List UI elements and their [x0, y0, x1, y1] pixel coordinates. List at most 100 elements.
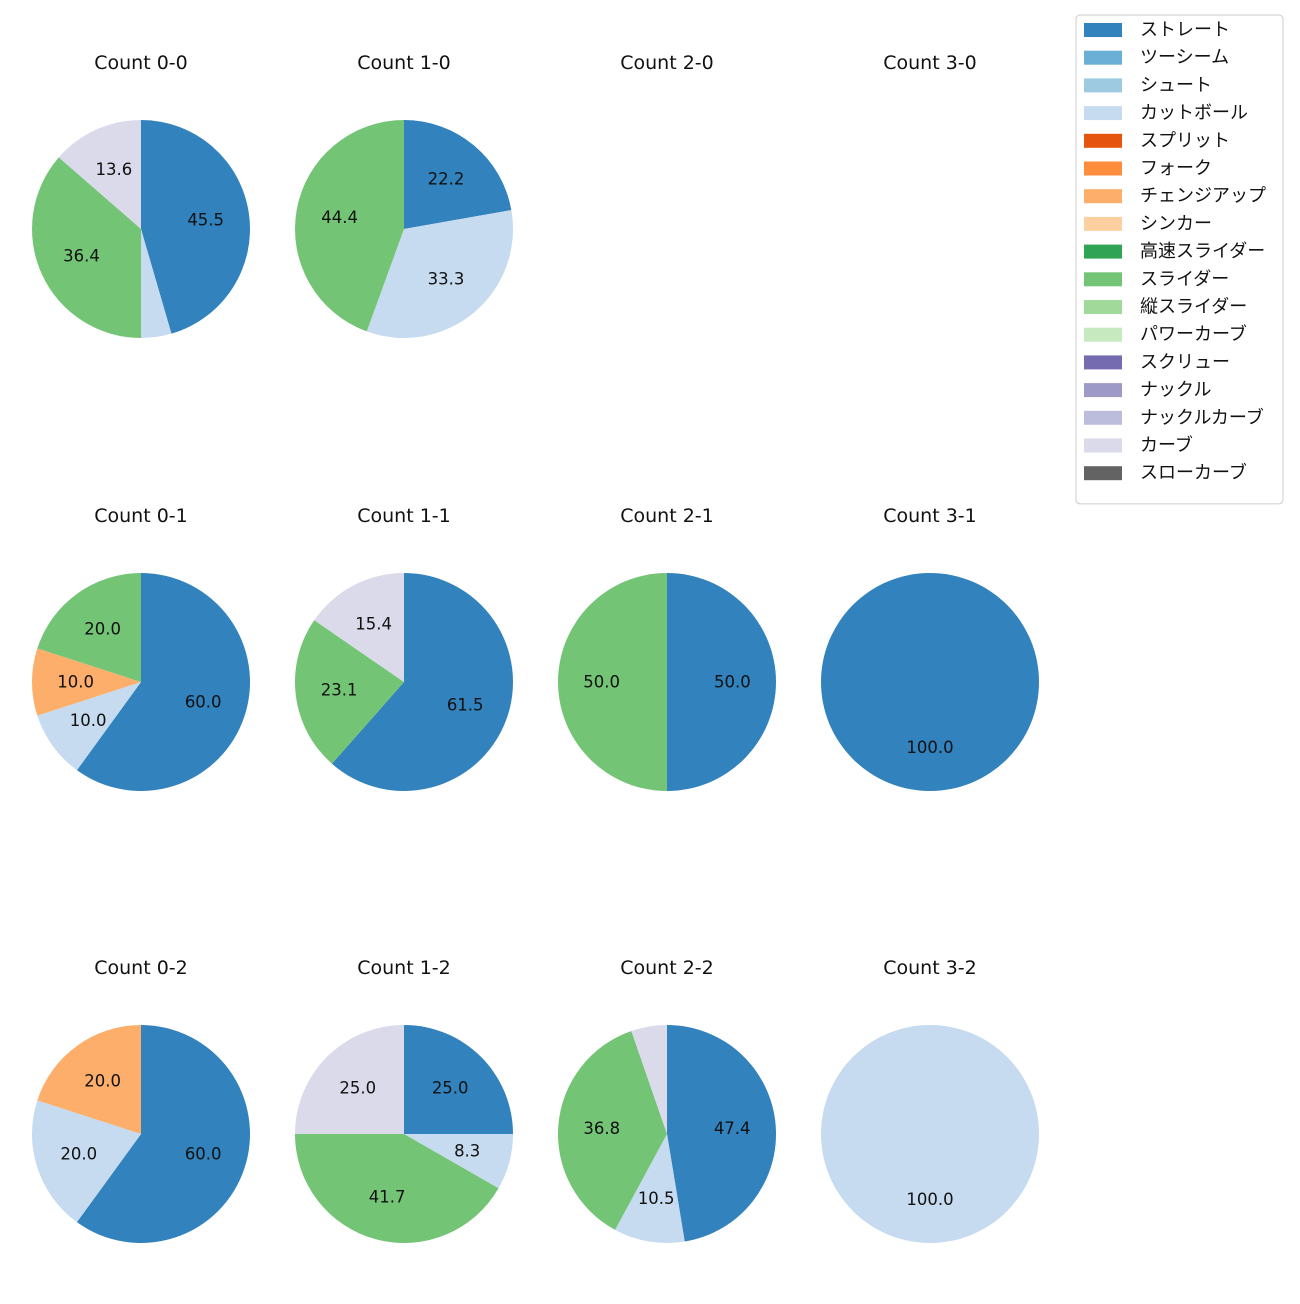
slice-label: 20.0 — [84, 1072, 121, 1091]
slice-label: 60.0 — [185, 693, 222, 712]
legend-item: スプリット — [1084, 130, 1230, 151]
slice-label: 33.3 — [428, 270, 465, 289]
legend-item: ツーシーム — [1084, 47, 1229, 68]
pie-slice — [557, 1030, 667, 1230]
pie-slice — [141, 229, 172, 338]
pie-slice — [37, 1025, 141, 1134]
pie-slice — [294, 120, 404, 332]
pie-title: Count 3-1 — [883, 505, 977, 527]
legend-swatch — [1084, 50, 1122, 65]
pie-slice — [294, 620, 404, 764]
legend-label: スローカーブ — [1140, 462, 1247, 484]
legend-label: シュート — [1140, 75, 1212, 96]
pie-slice — [76, 573, 251, 791]
legend-swatch — [1084, 272, 1122, 287]
pie-count-2-0: Count 2-0 — [620, 52, 714, 74]
slice-label: 23.1 — [321, 681, 358, 700]
pie-count-3-2: Count 3-2 100.0 — [821, 957, 1039, 1243]
legend-label: 縦スライダー — [1140, 297, 1247, 318]
pie-slice — [404, 1025, 513, 1134]
pie-slice — [32, 157, 141, 338]
legend-swatch — [1084, 23, 1122, 37]
pie-slice — [331, 573, 514, 791]
legend-swatch — [1084, 78, 1122, 93]
pie-count-1-1: Count 1-1 61.5 23.1 15.4 — [294, 505, 514, 791]
slice-label: 15.4 — [355, 615, 392, 634]
legend-item: スローカーブ — [1084, 462, 1247, 484]
pie-slice — [295, 1134, 499, 1243]
pie-count-1-2: Count 1-2 25.0 8.3 41.7 25.0 — [295, 957, 513, 1243]
legend-item: シュート — [1084, 75, 1212, 96]
slice-label: 100.0 — [906, 1190, 953, 1209]
slice-label: 47.4 — [714, 1119, 751, 1138]
legend-item: 縦スライダー — [1084, 297, 1247, 318]
legend-label: フォーク — [1140, 158, 1212, 179]
pie-count-3-1: Count 3-1 100.0 — [821, 505, 1039, 791]
legend-item: フォーク — [1084, 158, 1212, 179]
pie-title: Count 0-1 — [94, 505, 188, 527]
pie-title: Count 1-2 — [357, 957, 451, 979]
pie-slice — [141, 120, 250, 334]
pie-slice — [58, 120, 141, 229]
pie-count-1-0: Count 1-0 22.2 33.3 44.4 — [294, 52, 513, 339]
pie-slice — [295, 1025, 404, 1134]
legend-label: カットボール — [1140, 103, 1248, 124]
slice-label: 25.0 — [432, 1078, 469, 1097]
slice-label: 20.0 — [60, 1145, 97, 1164]
legend-item: スクリュー — [1084, 352, 1230, 373]
legend-label: ナックルカーブ — [1140, 406, 1264, 428]
legend-item: シンカー — [1084, 213, 1212, 234]
pie-slice — [821, 573, 1039, 791]
pie-count-3-0: Count 3-0 — [883, 52, 977, 74]
pie-title: Count 3-0 — [883, 52, 977, 74]
pie-slice — [366, 210, 513, 339]
pie-title: Count 2-1 — [620, 505, 714, 527]
legend-label: スクリュー — [1140, 352, 1230, 373]
legend-label: チェンジアップ — [1140, 186, 1266, 207]
legend-item: ナックル — [1084, 380, 1211, 401]
legend-swatch — [1084, 466, 1122, 481]
legend-swatch — [1084, 244, 1122, 259]
slice-label: 45.5 — [187, 210, 224, 229]
legend-swatch — [1084, 106, 1122, 121]
legend-swatch — [1084, 189, 1122, 204]
legend-item: ナックルカーブ — [1084, 406, 1264, 428]
slice-label: 25.0 — [339, 1078, 376, 1097]
pie-title: Count 1-1 — [357, 505, 451, 527]
pie-slice — [404, 120, 512, 229]
slice-label: 20.0 — [84, 620, 121, 639]
pie-title: Count 0-0 — [94, 52, 188, 74]
legend-label: ツーシーム — [1140, 47, 1229, 68]
pie-slice — [631, 1025, 667, 1134]
legend-swatch — [1084, 438, 1122, 453]
slice-label: 22.2 — [428, 169, 465, 188]
slice-label: 10.0 — [57, 673, 94, 692]
legend-item: 高速スライダー — [1084, 241, 1265, 262]
slice-label: 60.0 — [185, 1145, 222, 1164]
pie-slice — [37, 682, 141, 771]
legend-swatch — [1084, 355, 1122, 370]
pie-title: Count 0-2 — [94, 957, 188, 979]
pies-layer: Count 0-0 45.5 36.4 13.6 Count 1-0 22.2 33.3 44… — [31, 52, 1039, 1244]
slice-label: 10.0 — [70, 711, 107, 730]
slice-label: 13.6 — [96, 160, 133, 179]
slice-label: 61.5 — [447, 696, 484, 715]
legend-item: カットボール — [1084, 103, 1248, 124]
pie-slice — [37, 573, 141, 682]
legend-label: スライダー — [1140, 269, 1229, 290]
legend-label: スプリット — [1140, 130, 1230, 151]
slice-label: 8.3 — [454, 1141, 480, 1160]
pie-slice — [558, 573, 667, 791]
pie-slice — [31, 648, 141, 716]
legend-label: 高速スライダー — [1140, 241, 1265, 262]
legend-label: シンカー — [1140, 213, 1212, 234]
pie-title: Count 2-0 — [620, 52, 714, 74]
pie-slice — [31, 1100, 141, 1223]
legend-swatch — [1084, 327, 1122, 342]
slice-label: 44.4 — [321, 208, 358, 227]
pie-slice — [667, 1025, 777, 1242]
legend-label: ストレート — [1140, 20, 1230, 41]
legend-swatch — [1084, 410, 1122, 425]
slice-label: 50.0 — [714, 673, 751, 692]
